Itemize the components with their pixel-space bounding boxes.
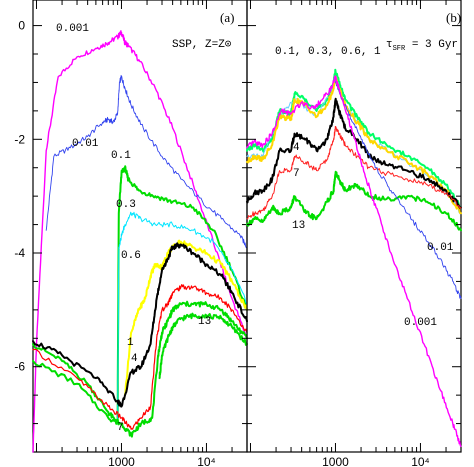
label-0.6: 0.6 [121, 250, 141, 262]
panel-b-ticks: 1000 10⁴ [247, 0, 462, 467]
panel-b-title-tau: τ [386, 39, 393, 51]
panel-b-title: τSFR = 3 Gyr [386, 39, 458, 53]
panel-b-subtitle: 0.1, 0.3, 0.6, 1 [275, 46, 381, 58]
series-a-0.001 [32, 30, 248, 453]
label-1: 1 [127, 337, 134, 349]
label-b-4: 4 [293, 142, 300, 154]
panel-a-frame [32, 0, 248, 453]
series-b-4 [246, 126, 462, 220]
series-a-0.6 [124, 239, 248, 397]
xtick-label-a-1000: 1000 [108, 455, 135, 467]
panel-b-label: (b) [446, 10, 461, 25]
xtick-label-b-1000: 1000 [322, 455, 349, 467]
series-b-1 [246, 97, 462, 210]
panel-a-ticks: 1000 10⁴ 0 -2 -4 -6 [14, 0, 248, 467]
panel-a-title: SSP, Z=Z⊙ [172, 39, 231, 51]
series-b-0.001 [246, 75, 462, 447]
xtick-label-a-10000: 10⁴ [197, 455, 216, 467]
series-b-0.01 [335, 80, 462, 299]
label-13: 13 [198, 316, 211, 328]
ytick-label--6: -6 [14, 360, 25, 374]
label-4: 4 [131, 353, 138, 365]
panel-b-curves [246, 68, 462, 447]
series-b-0.6 [246, 75, 462, 215]
label-0.3: 0.3 [116, 199, 136, 211]
panel-a-curves [32, 30, 248, 453]
label-0.001: 0.001 [56, 23, 89, 35]
series-a-7 [32, 300, 248, 438]
series-a-0.1 [32, 165, 248, 425]
ytick-label--4: -4 [14, 246, 25, 260]
label-b-0.01: 0.01 [427, 242, 454, 254]
series-a-0.01 [45, 74, 248, 249]
series-a-4 [32, 284, 248, 430]
series-b-13 [246, 170, 462, 232]
label-0.1: 0.1 [111, 150, 131, 162]
panel-b-title-rest: = 3 Gyr [405, 39, 458, 51]
panel-b-title-sub: SFR [393, 45, 406, 53]
series-a-0.3 [117, 211, 248, 425]
label-b-13: 13 [292, 220, 305, 232]
label-b-0.001: 0.001 [404, 317, 437, 329]
label-b-7: 7 [293, 168, 300, 180]
xtick-label-b-10000: 10⁴ [411, 455, 430, 467]
series-a-1 [32, 242, 248, 408]
series-b-0.3 [246, 76, 462, 215]
label-7: 7 [117, 422, 124, 434]
label-0.01: 0.01 [72, 138, 99, 150]
panel-b: 1000 10⁴ (b) τSFR = 3 Gyr 0.1, 0.3, 0.6, … [246, 0, 462, 467]
series-a-13 [158, 312, 248, 380]
ytick-label--2: -2 [14, 132, 25, 146]
panel-a-label: (a) [220, 10, 234, 25]
panel-b-frame [246, 0, 462, 453]
ytick-label-0: 0 [18, 19, 25, 33]
